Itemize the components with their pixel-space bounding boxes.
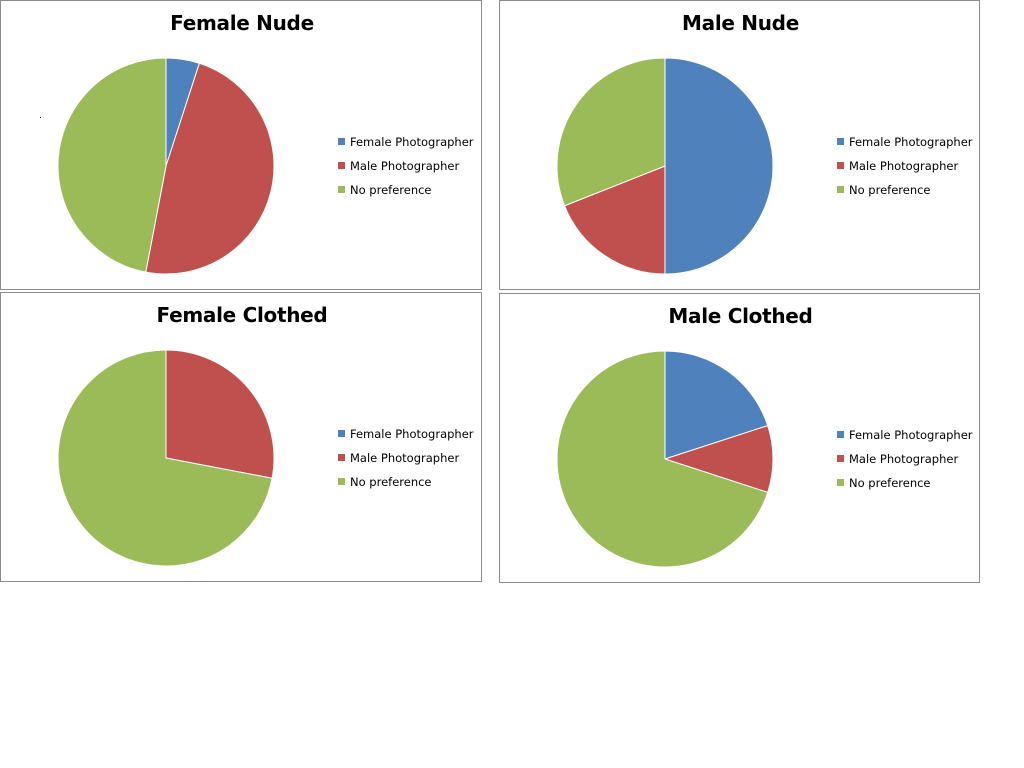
legend-item-no-preference: No preference xyxy=(837,475,973,499)
pie-slice-no-preference xyxy=(57,57,167,273)
pie-slice-no-preference xyxy=(57,349,273,567)
legend-item-no-preference: No preference xyxy=(837,182,973,206)
legend-item-female-photographer: Female Photographer xyxy=(338,134,474,158)
chart-panel-female-nude: Female Nude Female Photographer Male Pho… xyxy=(0,0,482,290)
pie-chart xyxy=(556,350,774,568)
pie-slice-male-photographer xyxy=(564,165,666,275)
pie-chart xyxy=(57,349,275,567)
legend-label: No preference xyxy=(849,476,931,490)
chart-title: Male Clothed xyxy=(668,304,813,328)
legend-label: Male Photographer xyxy=(350,159,460,173)
legend-swatch xyxy=(837,162,844,169)
legend: Female Photographer Male Photographer No… xyxy=(338,426,474,498)
legend: Female Photographer Male Photographer No… xyxy=(837,134,973,206)
legend-item-female-photographer: Female Photographer xyxy=(338,426,474,450)
legend-label: No preference xyxy=(350,183,432,197)
legend-swatch xyxy=(338,138,345,145)
chart-panel-male-nude: Male Nude Female Photographer Male Photo… xyxy=(499,0,980,290)
legend-swatch xyxy=(338,186,345,193)
legend-label: Female Photographer xyxy=(350,427,474,441)
chart-title: Female Clothed xyxy=(156,303,328,327)
chart-title: Male Nude xyxy=(682,11,799,35)
legend-item-female-photographer: Female Photographer xyxy=(837,427,973,451)
legend-label: Male Photographer xyxy=(350,451,460,465)
pie-chart xyxy=(556,57,774,275)
legend-swatch xyxy=(837,431,844,438)
legend-swatch xyxy=(837,138,844,145)
legend-item-no-preference: No preference xyxy=(338,182,474,206)
pie-slice-no-preference xyxy=(556,57,666,207)
chart-panel-male-clothed: Male Clothed Female Photographer Male Ph… xyxy=(499,293,980,583)
legend-swatch xyxy=(837,455,844,462)
chart-title: Female Nude xyxy=(170,11,314,35)
pie-slice-male-photographer xyxy=(165,349,275,479)
legend-swatch xyxy=(338,162,345,169)
pie-slice-male-photographer xyxy=(145,62,275,275)
legend-swatch xyxy=(338,478,345,485)
chart-panel-female-clothed: Female Clothed Female Photographer Male … xyxy=(0,292,482,582)
legend-item-male-photographer: Male Photographer xyxy=(338,158,474,182)
legend-item-male-photographer: Male Photographer xyxy=(338,450,474,474)
legend: Female Photographer Male Photographer No… xyxy=(338,134,474,206)
pie-slice-female-photographer xyxy=(664,350,769,460)
legend-label: No preference xyxy=(350,475,432,489)
legend-label: Male Photographer xyxy=(849,159,959,173)
legend-item-no-preference: No preference xyxy=(338,474,474,498)
stray-dot xyxy=(40,117,41,118)
legend-swatch xyxy=(837,479,844,486)
legend-swatch xyxy=(338,454,345,461)
legend-item-male-photographer: Male Photographer xyxy=(837,451,973,475)
legend-label: Female Photographer xyxy=(350,135,474,149)
legend-swatch xyxy=(338,430,345,437)
legend-label: Male Photographer xyxy=(849,452,959,466)
legend-swatch xyxy=(837,186,844,193)
legend-item-male-photographer: Male Photographer xyxy=(837,158,973,182)
pie-chart xyxy=(57,57,275,275)
legend-label: No preference xyxy=(849,183,931,197)
legend-item-female-photographer: Female Photographer xyxy=(837,134,973,158)
pie-slice-no-preference xyxy=(556,350,769,568)
legend-label: Female Photographer xyxy=(849,428,973,442)
legend-label: Female Photographer xyxy=(849,135,973,149)
pie-slice-female-photographer xyxy=(664,57,774,275)
legend: Female Photographer Male Photographer No… xyxy=(837,427,973,499)
